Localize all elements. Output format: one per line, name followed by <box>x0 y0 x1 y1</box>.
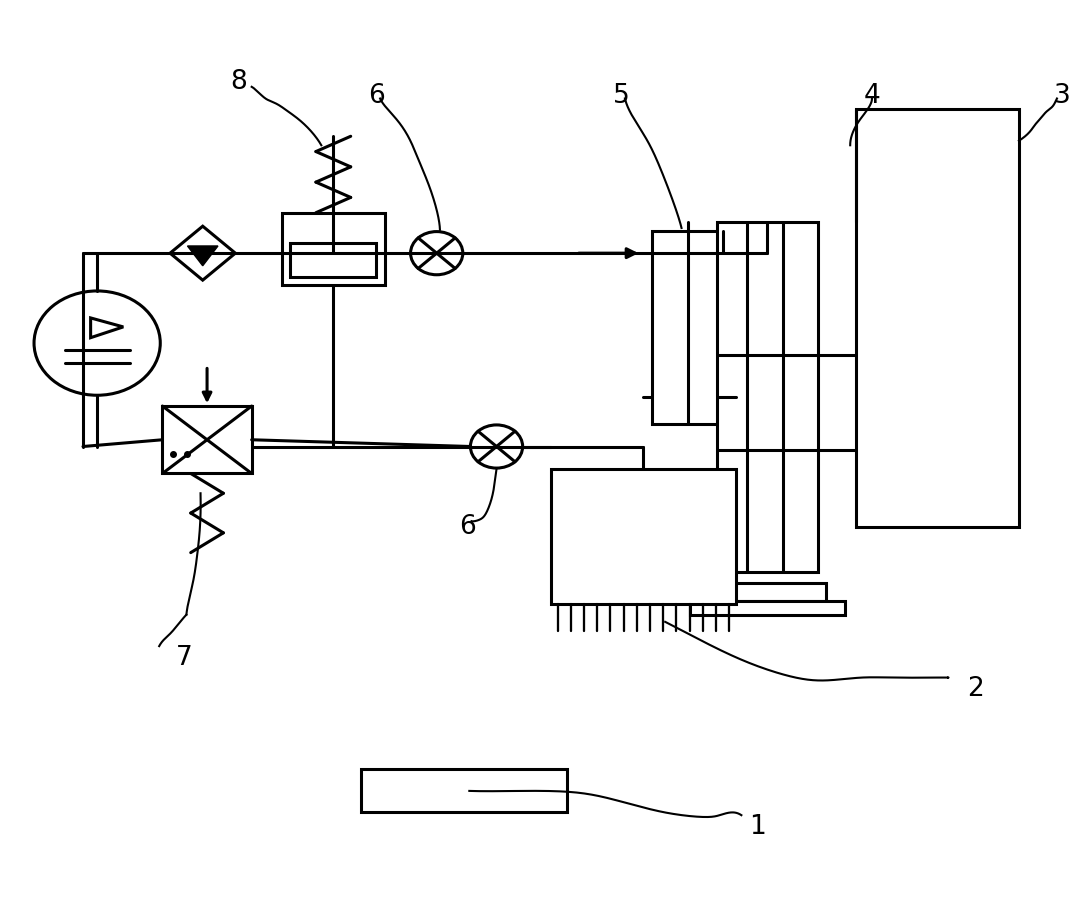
Polygon shape <box>188 246 218 266</box>
Text: 4: 4 <box>864 83 880 109</box>
Bar <box>360 769 567 813</box>
Bar <box>551 469 736 603</box>
Bar <box>652 231 723 424</box>
Bar <box>855 109 1019 528</box>
Text: 6: 6 <box>369 83 385 109</box>
Text: 8: 8 <box>230 69 247 96</box>
Text: 6: 6 <box>459 514 476 540</box>
Text: 5: 5 <box>613 83 630 109</box>
Bar <box>691 601 844 614</box>
Bar <box>281 213 385 285</box>
Text: 2: 2 <box>967 676 984 703</box>
Bar <box>163 406 252 474</box>
Polygon shape <box>170 226 236 281</box>
Bar <box>718 222 817 573</box>
Bar <box>709 584 826 601</box>
Circle shape <box>410 232 463 275</box>
Circle shape <box>470 425 523 468</box>
Bar <box>290 243 376 278</box>
Text: 1: 1 <box>750 814 766 840</box>
Text: 7: 7 <box>176 645 193 671</box>
Text: 3: 3 <box>1054 83 1070 109</box>
